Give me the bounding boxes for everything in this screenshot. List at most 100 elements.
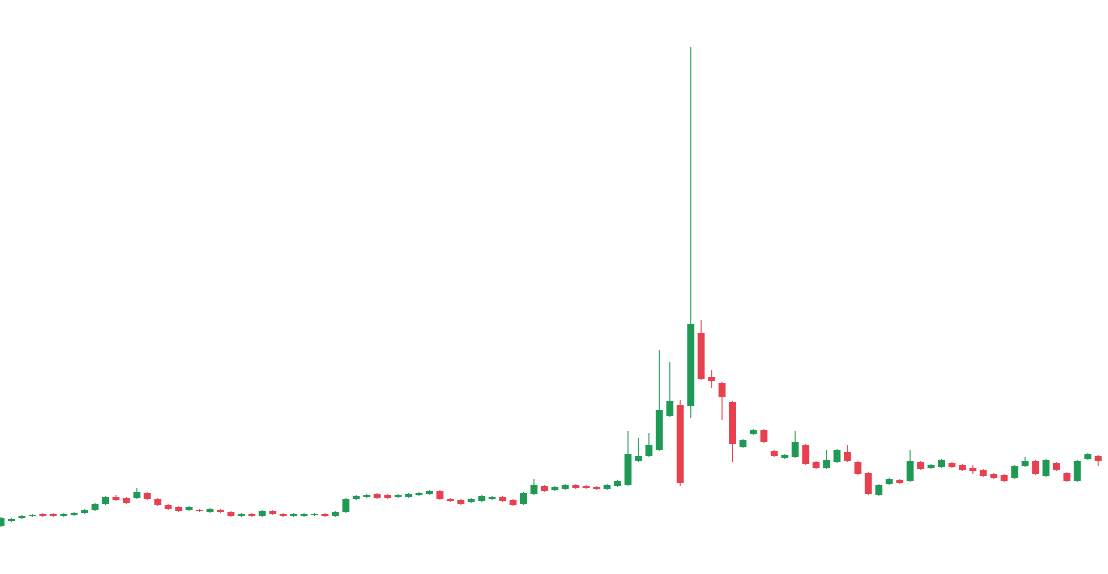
candle-body	[990, 474, 998, 478]
candle-body	[969, 468, 977, 471]
candle-body	[530, 485, 538, 494]
candle-body	[258, 511, 266, 516]
candle-body	[885, 479, 893, 484]
candle-body	[425, 491, 433, 494]
candle-body	[979, 470, 987, 476]
candle-body	[185, 507, 193, 510]
candle-body	[133, 492, 141, 498]
candle-body	[0, 518, 5, 526]
candle-body	[1042, 460, 1050, 476]
candle-body	[290, 514, 298, 516]
candle-body	[311, 514, 318, 515]
candle-body	[227, 512, 235, 516]
candle-body	[248, 514, 256, 516]
candle-body	[718, 383, 726, 397]
candle-body	[81, 510, 89, 513]
candle-body	[770, 451, 778, 456]
candle-body	[634, 456, 642, 461]
candle-body	[373, 494, 381, 498]
candle-body	[697, 333, 705, 379]
candle-body	[1052, 463, 1060, 470]
candle-body	[938, 460, 945, 467]
candle-body	[708, 377, 716, 381]
candle-body	[467, 499, 475, 502]
candle-body	[927, 465, 935, 468]
candle-body	[666, 401, 674, 416]
candle-body	[749, 430, 757, 434]
candle-body	[1000, 475, 1008, 481]
candle-body	[948, 463, 956, 467]
candle-body	[300, 514, 308, 516]
candle-body	[352, 496, 360, 499]
candle-body	[237, 514, 245, 516]
candle-body	[7, 519, 15, 521]
candle-body	[269, 511, 277, 514]
candle-body	[1063, 473, 1071, 481]
candle-body	[791, 442, 799, 457]
candle-body	[1032, 461, 1040, 474]
candle-body	[551, 487, 559, 490]
candle-body	[91, 504, 99, 510]
candle-body	[446, 499, 454, 501]
candle-body	[875, 485, 883, 495]
candle-body	[457, 500, 465, 504]
candle-body	[102, 497, 109, 504]
candle-body	[582, 486, 590, 488]
candle-body	[739, 440, 747, 447]
candle-body	[384, 495, 392, 498]
candle-body	[70, 513, 78, 515]
candle-body	[802, 445, 810, 464]
candle-body	[60, 514, 68, 516]
candle-body	[561, 485, 569, 489]
candle-body	[958, 465, 966, 470]
candle-body	[1073, 461, 1081, 481]
candle-body	[1011, 466, 1019, 478]
candle-body	[18, 516, 26, 518]
candle-body	[39, 514, 47, 516]
candle-body	[321, 514, 329, 516]
candle-body	[394, 495, 402, 497]
candle-body	[478, 496, 486, 501]
candle-body	[540, 486, 548, 491]
candle-body	[1084, 454, 1092, 459]
candle-body	[331, 512, 339, 516]
candle-body	[279, 514, 287, 516]
candle-body	[760, 430, 768, 442]
candle-body	[572, 485, 580, 488]
candle-body	[196, 510, 204, 511]
candle-body	[603, 485, 611, 489]
candle-body	[843, 452, 851, 461]
candle-body	[812, 462, 820, 468]
candle-body	[415, 493, 423, 495]
candle-body	[854, 462, 862, 474]
candle-body	[164, 505, 172, 509]
candle-body	[122, 498, 130, 503]
candle-body	[342, 499, 350, 512]
candle-body	[143, 493, 151, 499]
candle-body	[49, 514, 57, 516]
candle-body	[823, 460, 831, 468]
candle-body	[1021, 461, 1029, 466]
candle-body	[520, 493, 527, 504]
candle-body	[363, 495, 371, 497]
candle-body	[687, 324, 695, 406]
candle-body	[28, 515, 36, 516]
candle-body	[624, 454, 632, 485]
candle-body	[906, 461, 914, 481]
candle-body	[216, 510, 224, 512]
candle-body	[593, 487, 601, 489]
candle-body	[729, 402, 736, 444]
candle-body	[1094, 456, 1102, 461]
candle-body	[645, 445, 653, 456]
candle-body	[436, 491, 444, 499]
candle-body	[655, 410, 663, 450]
candle-body	[499, 497, 507, 501]
candle-body	[917, 462, 925, 469]
candle-body	[614, 481, 622, 486]
candle-body	[154, 499, 162, 505]
candle-body	[112, 497, 120, 500]
candle-body	[781, 455, 789, 458]
candle-body	[896, 480, 904, 483]
